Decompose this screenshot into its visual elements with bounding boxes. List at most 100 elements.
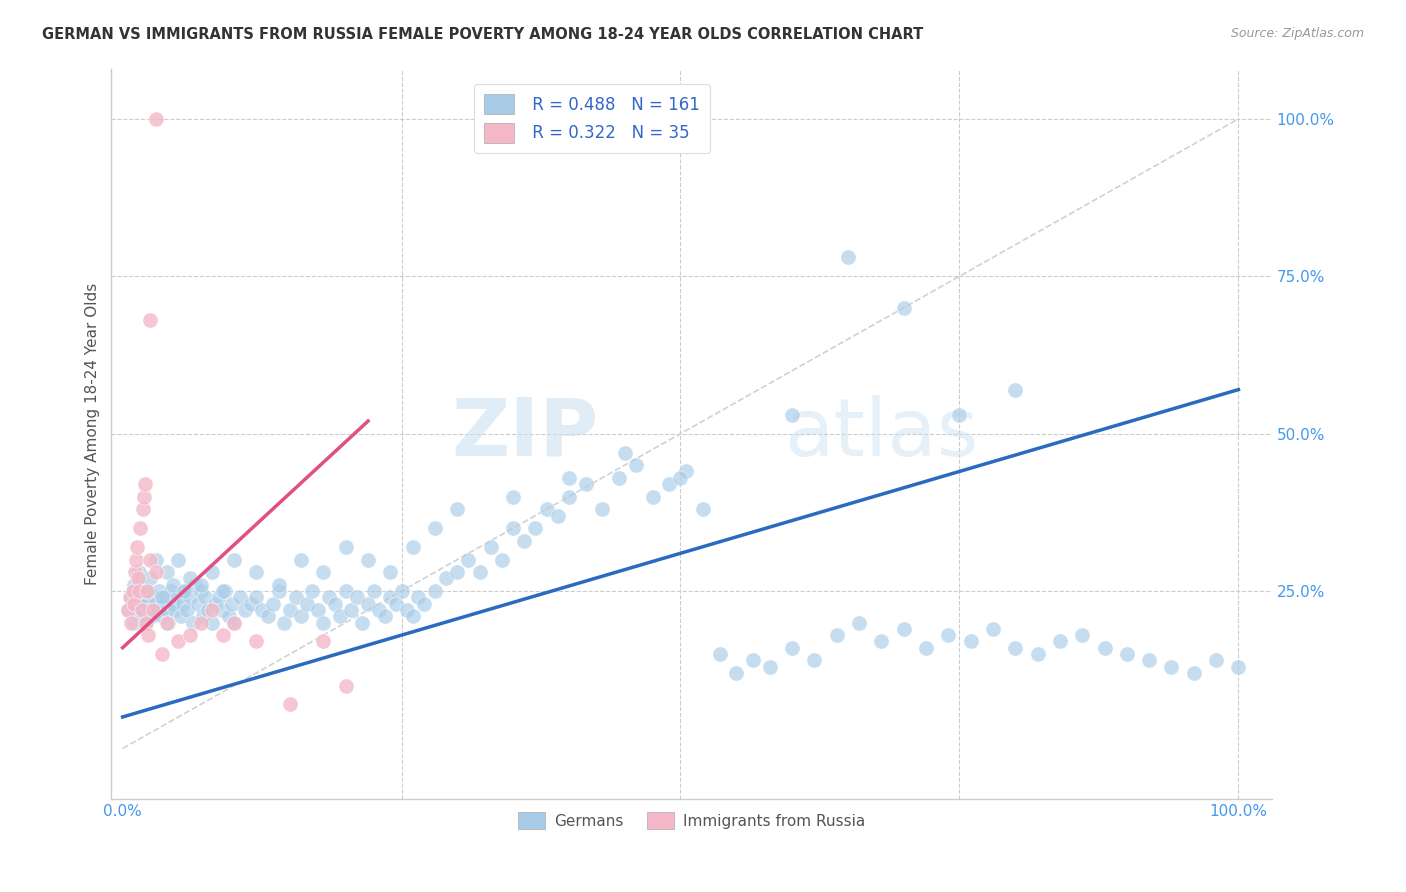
Point — [128, 584, 150, 599]
Point — [780, 640, 803, 655]
Point — [201, 603, 224, 617]
Point — [128, 565, 150, 579]
Point — [423, 584, 446, 599]
Point — [893, 622, 915, 636]
Point — [120, 591, 142, 605]
Point — [201, 565, 224, 579]
Point — [709, 647, 731, 661]
Point — [479, 540, 502, 554]
Point — [318, 591, 340, 605]
Text: Source: ZipAtlas.com: Source: ZipAtlas.com — [1230, 27, 1364, 40]
Point — [402, 540, 425, 554]
Point — [204, 597, 226, 611]
Point — [290, 609, 312, 624]
Point — [780, 408, 803, 422]
Point — [139, 552, 162, 566]
Point — [146, 603, 169, 617]
Point — [524, 521, 547, 535]
Point — [1094, 640, 1116, 655]
Point — [893, 301, 915, 315]
Point — [131, 603, 153, 617]
Point — [658, 477, 681, 491]
Text: atlas: atlas — [785, 394, 979, 473]
Point — [139, 572, 162, 586]
Point — [837, 251, 859, 265]
Point — [156, 565, 179, 579]
Point — [187, 597, 209, 611]
Point — [423, 521, 446, 535]
Point — [959, 634, 981, 648]
Point — [159, 584, 181, 599]
Point — [301, 584, 323, 599]
Point — [575, 477, 598, 491]
Point — [135, 615, 157, 630]
Point — [273, 615, 295, 630]
Point — [179, 591, 201, 605]
Point — [121, 584, 143, 599]
Point — [142, 591, 165, 605]
Point — [825, 628, 848, 642]
Point — [214, 584, 236, 599]
Point — [312, 565, 335, 579]
Point — [335, 584, 357, 599]
Point — [396, 603, 419, 617]
Point — [256, 609, 278, 624]
Point — [446, 502, 468, 516]
Point — [181, 615, 204, 630]
Point — [212, 584, 235, 599]
Point — [742, 653, 765, 667]
Point — [190, 615, 212, 630]
Point — [150, 609, 173, 624]
Point — [211, 603, 233, 617]
Point — [117, 603, 139, 617]
Point — [190, 578, 212, 592]
Point — [412, 597, 434, 611]
Point — [380, 591, 402, 605]
Point — [174, 584, 197, 599]
Point — [139, 603, 162, 617]
Point — [513, 533, 536, 548]
Point — [224, 615, 246, 630]
Point — [179, 628, 201, 642]
Point — [179, 572, 201, 586]
Point — [136, 597, 159, 611]
Point — [134, 615, 156, 630]
Point — [122, 578, 145, 592]
Point — [136, 584, 159, 599]
Point — [380, 565, 402, 579]
Point — [157, 615, 180, 630]
Point — [127, 572, 149, 586]
Point — [491, 552, 513, 566]
Point — [340, 603, 363, 617]
Point — [357, 597, 380, 611]
Y-axis label: Female Poverty Among 18-24 Year Olds: Female Poverty Among 18-24 Year Olds — [86, 283, 100, 585]
Point — [224, 552, 246, 566]
Point — [129, 521, 152, 535]
Point — [125, 597, 148, 611]
Point — [675, 465, 697, 479]
Point — [547, 508, 569, 523]
Point — [262, 597, 284, 611]
Point — [278, 698, 301, 712]
Text: ZIP: ZIP — [451, 394, 599, 473]
Point — [468, 565, 491, 579]
Point — [212, 628, 235, 642]
Point — [191, 609, 214, 624]
Point — [172, 597, 194, 611]
Point — [1227, 659, 1250, 673]
Point — [134, 477, 156, 491]
Point — [357, 552, 380, 566]
Point — [363, 584, 385, 599]
Point — [307, 603, 329, 617]
Point — [1137, 653, 1160, 667]
Point — [150, 647, 173, 661]
Point — [1205, 653, 1227, 667]
Point — [136, 628, 159, 642]
Point — [145, 597, 167, 611]
Point — [218, 609, 240, 624]
Point — [278, 603, 301, 617]
Point — [558, 490, 581, 504]
Point — [245, 634, 267, 648]
Point — [295, 597, 318, 611]
Point — [141, 609, 163, 624]
